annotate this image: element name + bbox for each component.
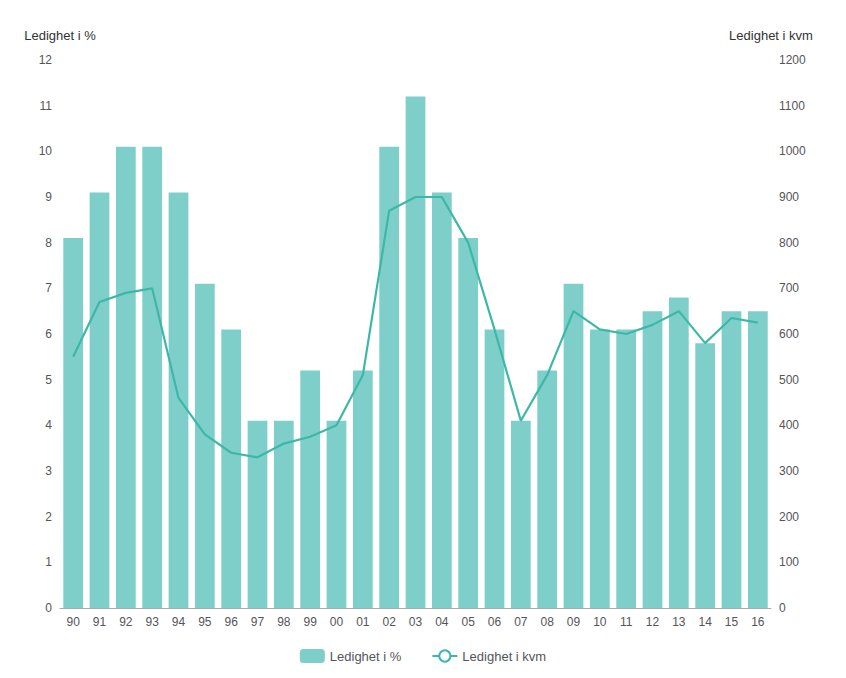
svg-text:97: 97 <box>251 615 265 629</box>
svg-text:98: 98 <box>277 615 291 629</box>
svg-text:93: 93 <box>145 615 159 629</box>
svg-text:3: 3 <box>45 464 52 478</box>
svg-text:11: 11 <box>40 99 53 113</box>
svg-text:700: 700 <box>779 281 799 295</box>
svg-text:500: 500 <box>779 373 799 387</box>
svg-text:1200: 1200 <box>779 53 806 67</box>
svg-text:12: 12 <box>646 615 660 629</box>
svg-text:09: 09 <box>567 615 581 629</box>
svg-text:10: 10 <box>39 144 53 158</box>
svg-text:9: 9 <box>45 190 52 204</box>
svg-text:10: 10 <box>593 615 607 629</box>
svg-text:600: 600 <box>779 327 799 341</box>
svg-text:94: 94 <box>172 615 186 629</box>
svg-text:0: 0 <box>779 601 786 615</box>
svg-text:4: 4 <box>45 418 52 432</box>
svg-text:6: 6 <box>45 327 52 341</box>
svg-text:15: 15 <box>725 615 739 629</box>
svg-text:02: 02 <box>382 615 396 629</box>
svg-text:01: 01 <box>356 615 370 629</box>
svg-text:Ledighet i kvm: Ledighet i kvm <box>462 649 546 664</box>
svg-text:900: 900 <box>779 190 799 204</box>
svg-text:99: 99 <box>303 615 317 629</box>
svg-text:11: 11 <box>620 615 633 629</box>
svg-text:12: 12 <box>39 53 53 67</box>
svg-text:13: 13 <box>672 615 686 629</box>
svg-text:Ledighet i %: Ledighet i % <box>330 649 402 664</box>
svg-text:100: 100 <box>779 555 799 569</box>
svg-text:1000: 1000 <box>779 144 806 158</box>
svg-text:7: 7 <box>45 281 52 295</box>
svg-text:95: 95 <box>198 615 212 629</box>
svg-text:14: 14 <box>698 615 712 629</box>
svg-text:Ledighet i kvm: Ledighet i kvm <box>729 28 813 43</box>
svg-text:91: 91 <box>93 615 107 629</box>
svg-text:16: 16 <box>751 615 765 629</box>
svg-text:00: 00 <box>330 615 344 629</box>
svg-text:800: 800 <box>779 236 799 250</box>
svg-text:400: 400 <box>779 418 799 432</box>
svg-text:Ledighet i %: Ledighet i % <box>24 28 96 43</box>
svg-text:08: 08 <box>540 615 554 629</box>
svg-text:06: 06 <box>488 615 502 629</box>
svg-text:05: 05 <box>461 615 475 629</box>
svg-text:1: 1 <box>45 555 52 569</box>
svg-text:200: 200 <box>779 510 799 524</box>
svg-text:300: 300 <box>779 464 799 478</box>
svg-text:0: 0 <box>45 601 52 615</box>
svg-text:90: 90 <box>66 615 80 629</box>
svg-text:2: 2 <box>45 510 52 524</box>
svg-text:92: 92 <box>119 615 133 629</box>
svg-text:8: 8 <box>45 236 52 250</box>
svg-text:96: 96 <box>224 615 238 629</box>
svg-text:04: 04 <box>435 615 449 629</box>
svg-text:07: 07 <box>514 615 528 629</box>
svg-text:1100: 1100 <box>779 99 805 113</box>
svg-text:03: 03 <box>409 615 423 629</box>
svg-text:5: 5 <box>45 373 52 387</box>
